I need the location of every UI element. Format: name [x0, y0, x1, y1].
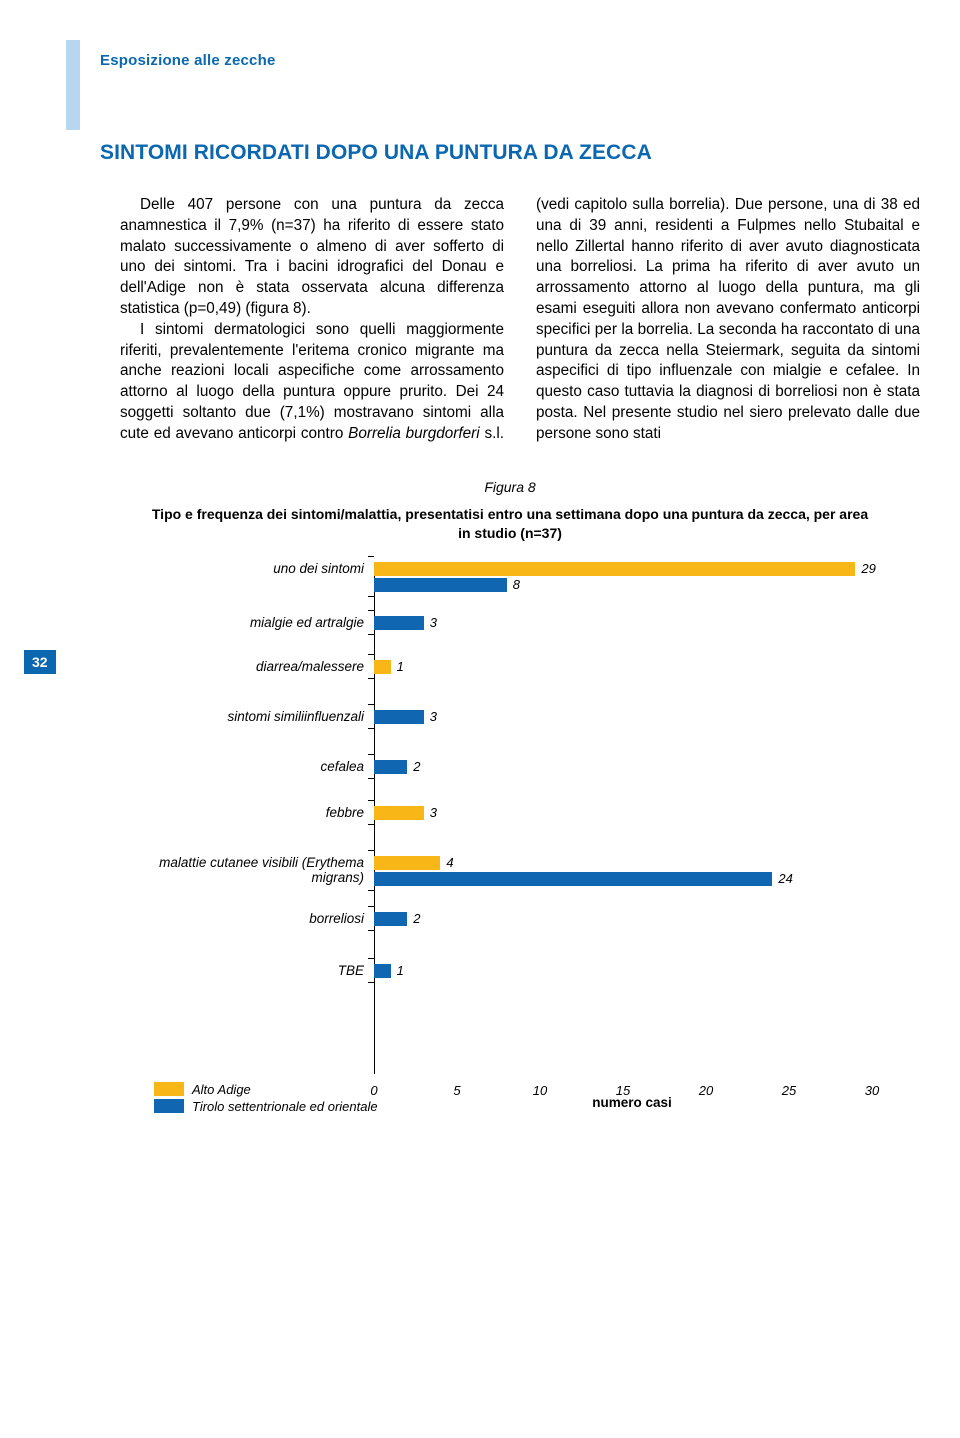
y-tick [368, 754, 374, 755]
y-tick [368, 556, 374, 557]
page-number: 32 [24, 650, 56, 674]
bar-value: 1 [397, 659, 404, 674]
legend-label-a: Alto Adige [192, 1082, 251, 1097]
category-label: cefalea [110, 760, 374, 775]
y-tick [368, 678, 374, 679]
chart-category-row: febbre3 [110, 806, 890, 821]
bar-group: 1 [374, 660, 890, 674]
y-tick [368, 728, 374, 729]
bar-chart: 051015202530 numero casi Alto Adige Tiro… [110, 562, 890, 1122]
y-tick [368, 634, 374, 635]
category-label: mialgie ed artralgie [110, 616, 374, 631]
running-head: Esposizione alle zecche [100, 52, 920, 69]
bar-value: 4 [446, 855, 453, 870]
body-text: Delle 407 persone con una puntura da zec… [100, 195, 920, 445]
bar: 3 [374, 616, 424, 630]
bar: 1 [374, 964, 391, 978]
figure-title-line2: in studio (n=37) [458, 525, 562, 541]
chart-category-row: TBE1 [110, 964, 890, 979]
bar-group: 3 [374, 616, 890, 630]
bar-group: 3 [374, 710, 890, 724]
category-label: uno dei sintomi [110, 562, 374, 577]
section-headline: SINTOMI RICORDATI DOPO UNA PUNTURA DA ZE… [100, 141, 920, 165]
document-page: Esposizione alle zecche SINTOMI RICORDAT… [0, 0, 960, 1152]
legend-swatch-a [154, 1082, 184, 1096]
y-tick [368, 610, 374, 611]
species-italic: Borrelia burgdorferi [348, 425, 480, 442]
chart-category-row: sintomi similiinfluenzali3 [110, 710, 890, 725]
accent-bar [66, 40, 80, 130]
bar-value: 3 [430, 709, 437, 724]
y-tick [368, 654, 374, 655]
bar-group: 3 [374, 806, 890, 820]
category-label: malattie cutanee visibili (Erythema migr… [110, 856, 374, 886]
figure-caption: Figura 8 [100, 479, 920, 495]
bar-group: 1 [374, 964, 890, 978]
legend-swatch-b [154, 1099, 184, 1113]
y-tick [368, 982, 374, 983]
body-paragraph-1: Delle 407 persone con una puntura da zec… [120, 196, 504, 317]
bar-group: 4 24 [374, 856, 890, 886]
bar-group: 298 [374, 562, 890, 592]
bar-value: 1 [397, 963, 404, 978]
y-tick [368, 958, 374, 959]
bar: 29 [374, 562, 855, 576]
bar-group: 2 [374, 912, 890, 926]
bar-group: 2 [374, 760, 890, 774]
body-paragraph-2b: s.l. (vedi capitolo sulla borrelia). Due… [480, 196, 920, 442]
bar: 4 [374, 856, 440, 870]
figure-title-line1: Tipo e frequenza dei sintomi/malattia, p… [152, 506, 868, 522]
figure-title: Tipo e frequenza dei sintomi/malattia, p… [100, 505, 920, 544]
bar-value: 3 [430, 615, 437, 630]
bar: 3 [374, 710, 424, 724]
bar: 3 [374, 806, 424, 820]
bar: 1 [374, 660, 391, 674]
bar: 2 [374, 912, 407, 926]
x-axis-title: numero casi [374, 1095, 890, 1110]
y-tick [368, 778, 374, 779]
y-tick [368, 824, 374, 825]
body-paragraph-2a: I sintomi dermatologici sono quelli magg… [120, 321, 504, 442]
bar-value: 2 [413, 759, 420, 774]
y-tick [368, 596, 374, 597]
bar-value: 2 [413, 911, 420, 926]
bar-value: 8 [513, 577, 520, 592]
y-tick [368, 800, 374, 801]
category-label: borreliosi [110, 912, 374, 927]
y-tick [368, 850, 374, 851]
category-label: febbre [110, 806, 374, 821]
chart-category-row: borreliosi2 [110, 912, 890, 927]
y-tick [368, 906, 374, 907]
y-tick [368, 704, 374, 705]
category-label: sintomi similiinfluenzali [110, 710, 374, 725]
bar-value: 24 [778, 871, 792, 886]
chart-category-row: malattie cutanee visibili (Erythema migr… [110, 856, 890, 886]
category-label: TBE [110, 964, 374, 979]
chart-category-row: diarrea/malessere1 [110, 660, 890, 675]
bar: 8 [374, 578, 507, 592]
bar-value: 3 [430, 805, 437, 820]
y-tick [368, 930, 374, 931]
y-tick [368, 890, 374, 891]
bar-value: 29 [861, 561, 875, 576]
bar: 24 [374, 872, 772, 886]
chart-legend: Alto Adige Tirolo settentrionale ed orie… [154, 1080, 378, 1114]
chart-category-row: uno dei sintomi298 [110, 562, 890, 592]
bar: 2 [374, 760, 407, 774]
legend-item: Tirolo settentrionale ed orientale [154, 1099, 378, 1114]
legend-item: Alto Adige [154, 1082, 378, 1097]
legend-label-b: Tirolo settentrionale ed orientale [192, 1099, 378, 1114]
x-axis: 051015202530 [374, 1083, 890, 1084]
category-label: diarrea/malessere [110, 660, 374, 675]
chart-category-row: cefalea2 [110, 760, 890, 775]
chart-category-row: mialgie ed artralgie3 [110, 616, 890, 631]
